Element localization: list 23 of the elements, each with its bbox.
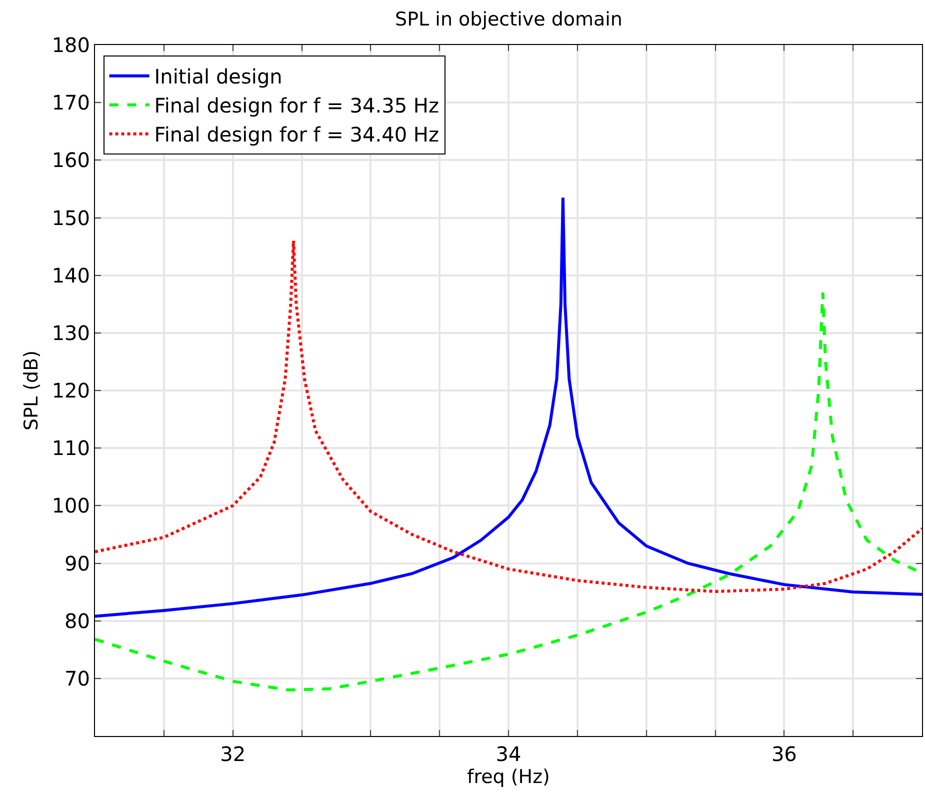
line-series xyxy=(95,239,922,593)
y-tick-label: 160 xyxy=(52,148,90,172)
x-tick-label: 32 xyxy=(220,742,246,766)
x-axis-title: freq (Hz) xyxy=(467,766,550,788)
y-tick-label: 140 xyxy=(52,263,90,288)
legend-label: Final design for f = 34.35 Hz xyxy=(154,94,439,118)
y-tick-label: 110 xyxy=(52,436,90,460)
y-tick-label: 90 xyxy=(64,551,90,576)
y-tick-label: 80 xyxy=(64,608,90,633)
y-tick-label: 130 xyxy=(52,320,90,345)
line-series xyxy=(95,196,922,618)
y-tick-label: 170 xyxy=(52,90,90,115)
y-tick-label: 180 xyxy=(52,33,90,57)
y-tick-label: 120 xyxy=(52,378,90,402)
x-tick-label: 34 xyxy=(496,742,522,766)
y-tick-label: 70 xyxy=(64,666,90,690)
x-tick-label: 36 xyxy=(771,742,797,766)
y-tick-label: 100 xyxy=(52,494,90,518)
y-tick-label: 150 xyxy=(52,206,90,230)
chart-title: SPL in objective domain xyxy=(395,8,622,30)
y-axis-title: SPL (dB) xyxy=(20,350,43,431)
legend-label: Final design for f = 34.40 Hz xyxy=(154,122,439,147)
legend-label: Initial design xyxy=(154,64,282,89)
